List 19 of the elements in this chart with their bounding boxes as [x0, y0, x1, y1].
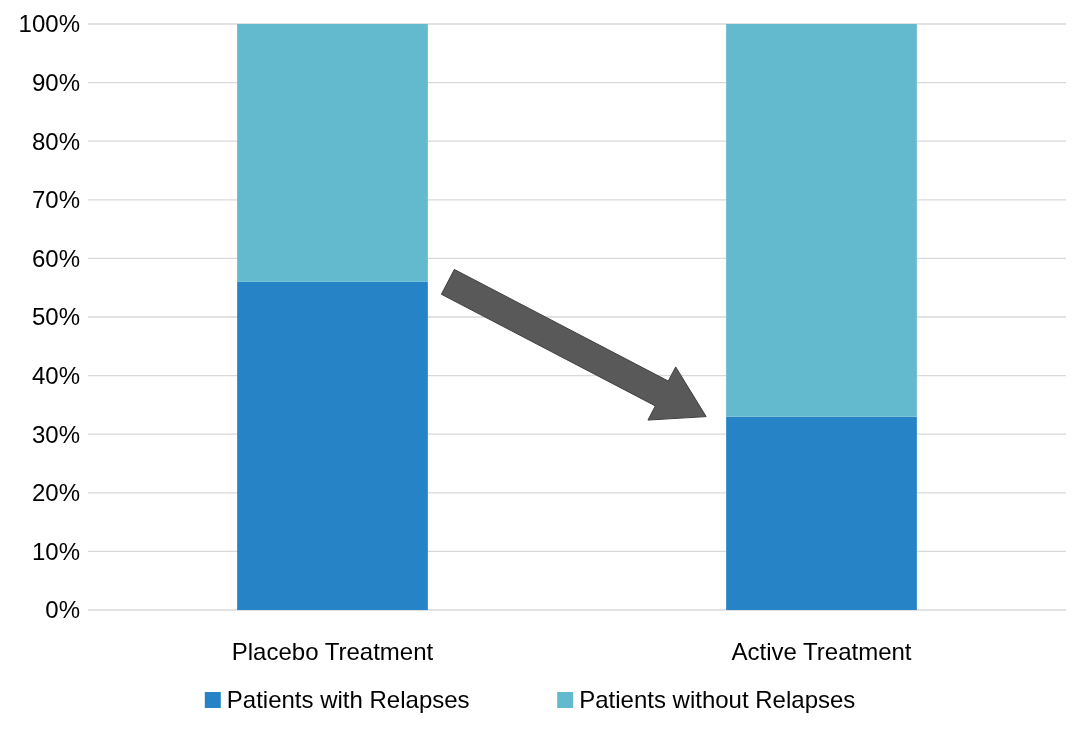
bar	[726, 416, 917, 610]
y-tick-label: 30%	[31, 420, 80, 448]
y-tick-label: 60%	[31, 244, 80, 272]
x-tick-label: Placebo Treatment	[231, 638, 434, 665]
y-tick-label: 100%	[18, 10, 80, 38]
bar	[726, 24, 917, 417]
y-tick-label: 10%	[31, 537, 80, 565]
bar	[237, 24, 428, 282]
legend-label: Patients without Relapses	[579, 686, 856, 713]
x-tick-label: Active Treatment	[731, 638, 912, 665]
y-tick-label: 90%	[31, 69, 80, 96]
y-tick-label: 80%	[31, 127, 80, 155]
y-tick-label: 20%	[31, 479, 80, 507]
y-tick-label: 0%	[45, 596, 80, 624]
y-tick-label: 70%	[31, 186, 80, 214]
bar	[237, 281, 428, 610]
legend-label: Patients with Relapses	[226, 686, 470, 713]
y-tick-label: 40%	[31, 362, 80, 389]
y-tick-label: 50%	[31, 303, 80, 331]
